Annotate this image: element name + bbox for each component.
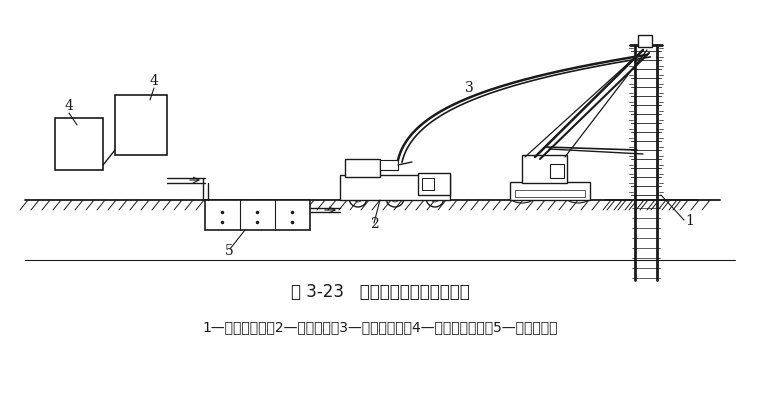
Text: 5: 5 [225, 244, 234, 258]
Text: 4: 4 [150, 74, 159, 88]
Text: 4: 4 [65, 99, 74, 113]
Bar [522, 155, 567, 183]
Ellipse shape [511, 193, 533, 203]
Text: 2: 2 [370, 217, 378, 231]
Bar [115, 95, 167, 155]
Text: 1: 1 [685, 214, 694, 228]
Circle shape [391, 194, 399, 202]
Text: 1—长螺栓钒机；2—高压泵车；3—高压输浆管；4—水泥浆搓拌桶；5—灰浆过滤池: 1—长螺栓钒机；2—高压泵车；3—高压输浆管；4—水泥浆搓拌桶；5—灰浆过滤池 [202, 320, 558, 334]
Bar [55, 118, 103, 170]
Text: 3: 3 [465, 81, 473, 95]
Circle shape [426, 189, 444, 207]
Bar [418, 173, 450, 195]
Circle shape [354, 194, 362, 202]
Circle shape [386, 189, 404, 207]
Ellipse shape [567, 193, 589, 203]
Bar [510, 182, 590, 200]
Bar [340, 175, 450, 200]
Text: 图 3-23   钒孔压浆灌注桩工艺流程: 图 3-23 钒孔压浆灌注桩工艺流程 [290, 283, 470, 301]
Bar [638, 35, 652, 47]
Bar [515, 190, 585, 197]
Circle shape [431, 194, 439, 202]
Circle shape [349, 189, 367, 207]
Bar [205, 200, 310, 230]
Bar [550, 164, 564, 178]
Bar [380, 160, 398, 170]
Bar [422, 178, 434, 190]
Bar [345, 159, 380, 177]
